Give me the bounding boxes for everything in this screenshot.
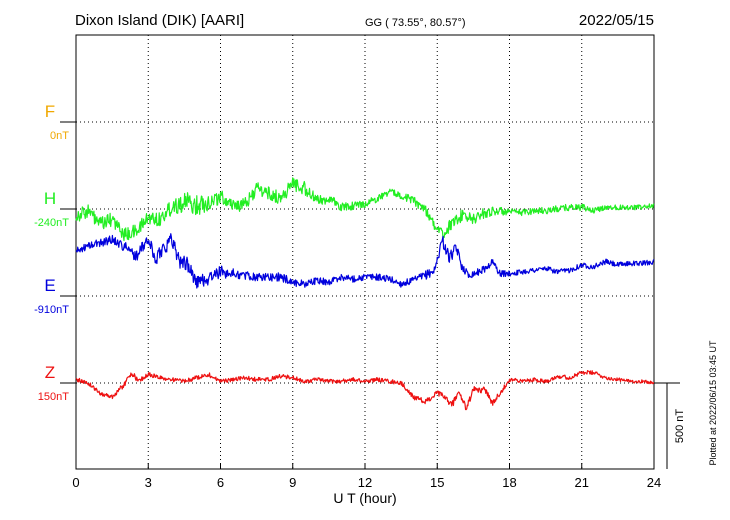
x-axis-label: U T (hour) — [333, 490, 396, 506]
trace-z — [75, 370, 655, 411]
component-labels: F 0nT H -240nT E -910nT Z 150nT — [34, 102, 69, 403]
station-title: Dixon Island (DIK) [AARI] — [75, 12, 244, 29]
x-axis-tick-labels: 0 3 6 9 12 15 18 21 24 — [72, 475, 661, 490]
trace-h — [75, 177, 655, 242]
x-tick-label: 0 — [72, 475, 79, 490]
x-tick-label: 3 — [145, 475, 152, 490]
x-tick-label: 24 — [647, 475, 661, 490]
baseline-label-f: 0nT — [50, 130, 69, 142]
data-traces — [75, 177, 655, 411]
plotted-at-note: Plotted at 2022/06/15 03:45 UT — [708, 340, 718, 466]
x-tick-label: 6 — [217, 475, 224, 490]
baseline-label-h: -240nT — [34, 217, 69, 229]
coordinates-label: GG ( 73.55°, 80.57°) — [365, 17, 466, 29]
x-tick-label: 9 — [289, 475, 296, 490]
baseline-label-z: 150nT — [38, 391, 69, 403]
x-tick-label: 21 — [575, 475, 589, 490]
component-name-z: Z — [45, 363, 55, 382]
baseline-label-e: -910nT — [34, 304, 69, 316]
trace-e — [75, 233, 655, 289]
component-name-e: E — [44, 276, 55, 295]
scale-bar — [654, 382, 680, 469]
date-label: 2022/05/15 — [579, 12, 654, 29]
x-axis-ticks — [75, 463, 655, 469]
x-tick-label: 15 — [430, 475, 444, 490]
component-name-h: H — [44, 189, 56, 208]
x-tick-label: 12 — [358, 475, 372, 490]
component-name-f: F — [45, 102, 55, 121]
baseline-ticks — [60, 121, 76, 384]
vertical-grid — [147, 35, 583, 469]
x-tick-label: 18 — [502, 475, 516, 490]
scale-bar-label: 500 nT — [674, 409, 686, 444]
